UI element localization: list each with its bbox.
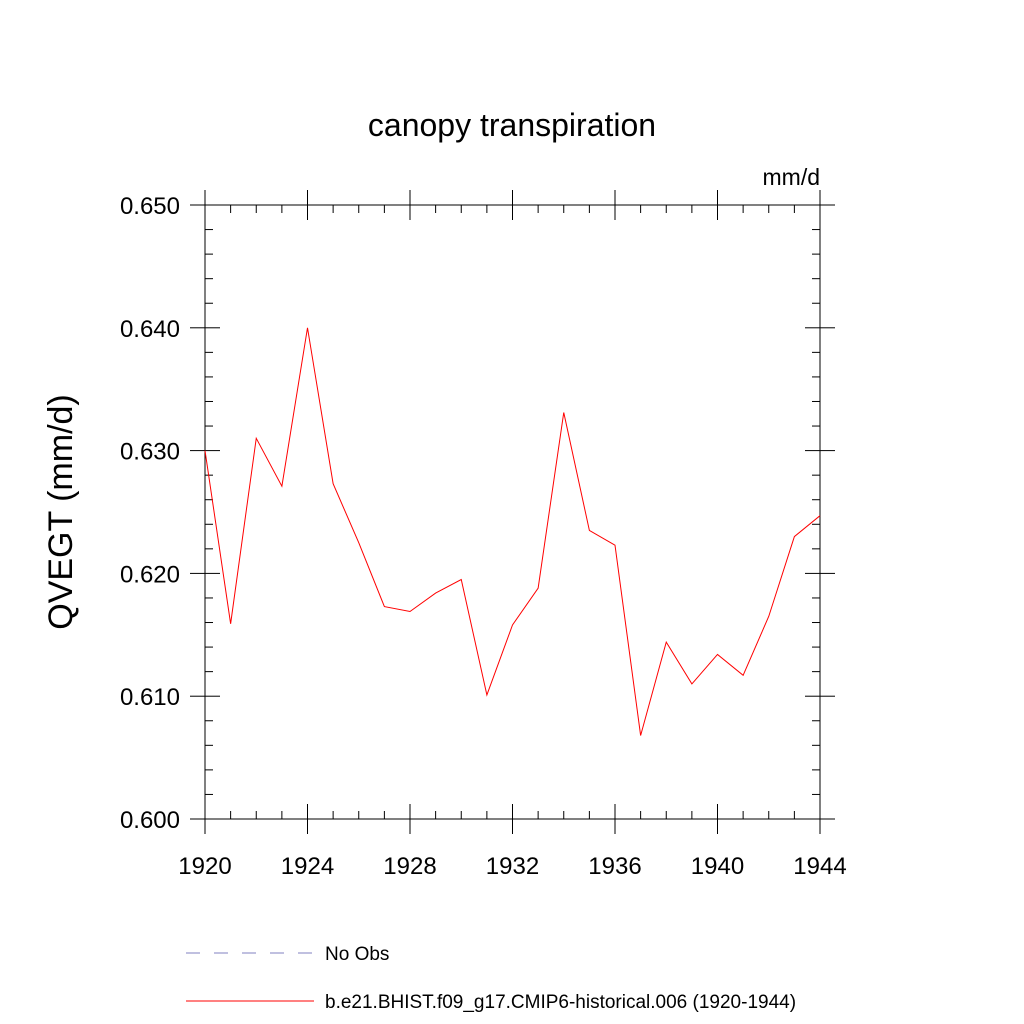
data-point (588, 529, 591, 532)
units-label: mm/d (763, 164, 821, 190)
legend-label-no-obs: No Obs (325, 944, 389, 965)
x-tick-label: 1920 (178, 853, 231, 880)
data-point (716, 653, 719, 656)
x-tick-label: 1944 (793, 853, 846, 880)
y-tick-label: 0.620 (120, 561, 180, 588)
y-tick-label: 0.630 (120, 439, 180, 466)
data-point (383, 605, 386, 608)
x-tick-label: 1932 (486, 853, 539, 880)
series-line-historical (204, 327, 821, 736)
data-point (665, 641, 668, 644)
y-tick-label: 0.650 (120, 193, 180, 220)
plot-frame (204, 204, 821, 820)
data-point (742, 674, 745, 677)
data-point (767, 615, 770, 618)
series-group (204, 326, 822, 737)
y-axis-label: QVEGT (mm/d) (42, 394, 80, 630)
x-tick-label: 1924 (281, 853, 334, 880)
data-point (460, 578, 463, 581)
axis-tick-labels: 1920 1924 1928 1932 1936 1940 1944 0.600 0.610 0.… (120, 193, 847, 880)
data-point (511, 623, 514, 626)
data-point (357, 541, 360, 544)
x-tick-label: 1928 (383, 853, 436, 880)
data-point (793, 535, 796, 538)
data-point (614, 544, 617, 547)
data-point (409, 610, 412, 613)
legend: No Obs b.e21.BHIST.f09_g17.CMIP6-histori… (186, 944, 796, 1013)
data-point (690, 682, 693, 685)
data-point (562, 411, 565, 414)
data-point (537, 587, 540, 590)
data-point (229, 622, 232, 625)
data-point (485, 693, 488, 696)
chart-title: canopy transpiration (368, 107, 656, 143)
axis-ticks (190, 190, 835, 834)
x-tick-label: 1940 (691, 853, 744, 880)
data-point (306, 326, 309, 329)
data-point (332, 482, 335, 485)
data-point (434, 592, 437, 595)
data-point (819, 514, 822, 517)
data-point (639, 734, 642, 737)
y-tick-label: 0.600 (120, 807, 180, 834)
x-tick-label: 1936 (588, 853, 641, 880)
legend-label-historical: b.e21.BHIST.f09_g17.CMIP6-historical.006… (325, 992, 796, 1013)
y-tick-label: 0.610 (120, 684, 180, 711)
data-point (255, 437, 258, 440)
data-point (280, 485, 283, 488)
data-point (204, 449, 207, 452)
y-tick-label: 0.640 (120, 316, 180, 343)
